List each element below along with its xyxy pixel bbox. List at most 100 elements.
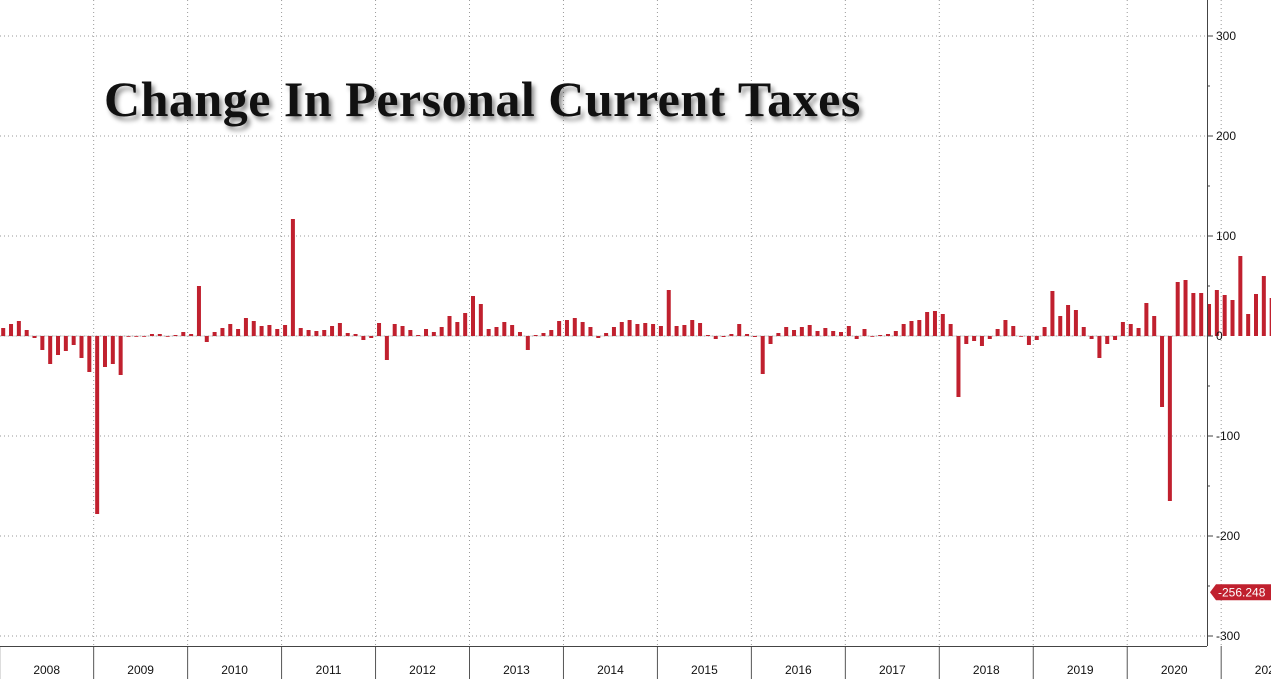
bar — [807, 325, 812, 336]
bar — [455, 322, 460, 336]
bar — [71, 336, 76, 345]
bar — [721, 336, 726, 337]
bar — [713, 336, 718, 339]
x-tick-label: 2013 — [503, 663, 530, 677]
x-tick-label: 2015 — [691, 663, 718, 677]
bar — [604, 333, 609, 336]
bar — [9, 324, 14, 336]
bar — [893, 331, 898, 336]
bar — [1105, 336, 1110, 344]
last-value-label: -256.248 — [1218, 586, 1266, 600]
bar — [1066, 305, 1071, 336]
bar — [549, 330, 554, 336]
bar — [306, 330, 311, 336]
bar — [572, 318, 577, 336]
bar — [392, 324, 397, 336]
bar — [1160, 336, 1165, 407]
x-tick-label: 2011 — [316, 663, 342, 677]
bar — [275, 329, 280, 336]
bar — [134, 336, 139, 337]
bar — [40, 336, 45, 350]
bar — [1003, 320, 1008, 336]
bar — [502, 322, 507, 336]
bar — [729, 334, 734, 336]
bar — [1058, 316, 1063, 336]
bar — [330, 326, 335, 336]
x-tick-label: 2021 — [1255, 663, 1271, 677]
bar — [839, 332, 844, 336]
bar — [674, 326, 679, 336]
bar — [157, 334, 162, 336]
bar — [792, 330, 797, 336]
bar — [862, 329, 867, 336]
bar — [471, 296, 475, 336]
bar — [251, 321, 256, 336]
bar — [243, 318, 248, 336]
bar — [48, 336, 53, 364]
bar — [173, 335, 178, 336]
bar — [228, 324, 233, 336]
bar — [1191, 293, 1196, 336]
bar — [643, 323, 648, 336]
bar — [1183, 280, 1188, 336]
bar — [885, 334, 890, 336]
bar — [1175, 282, 1180, 336]
bar — [940, 314, 945, 336]
bar — [267, 325, 272, 336]
x-tick-label: 2017 — [879, 663, 906, 677]
y-tick-label: 100 — [1216, 229, 1236, 243]
bar — [32, 336, 37, 338]
bar — [917, 320, 922, 336]
bar — [979, 336, 984, 346]
bar — [948, 324, 953, 336]
bar — [690, 320, 695, 336]
bar — [110, 336, 115, 364]
bar — [760, 336, 765, 374]
bar — [1167, 336, 1172, 501]
bar — [87, 336, 92, 372]
bar — [63, 336, 68, 351]
bar — [1136, 328, 1141, 336]
bar — [932, 311, 937, 336]
bar — [95, 336, 100, 514]
bar — [972, 336, 977, 341]
bar — [1042, 327, 1047, 336]
bar — [1246, 314, 1251, 336]
bar — [541, 333, 546, 336]
x-tick-label: 2014 — [597, 663, 624, 677]
bar — [361, 336, 366, 340]
bar — [118, 336, 123, 375]
bar — [314, 331, 319, 336]
bar — [337, 323, 342, 336]
bar — [1026, 336, 1031, 345]
bars-layer — [1, 219, 1271, 514]
x-tick-label: 2019 — [1067, 663, 1094, 677]
bar — [259, 326, 264, 336]
bar — [533, 335, 538, 336]
x-tick-label: 2009 — [127, 663, 154, 677]
bar — [964, 336, 969, 344]
bar — [165, 336, 170, 337]
bar — [1081, 327, 1086, 336]
bar — [478, 304, 483, 336]
bar — [1097, 336, 1102, 358]
bar — [424, 329, 429, 336]
bar — [768, 336, 773, 344]
bar — [784, 327, 789, 336]
bar — [1113, 336, 1118, 340]
bar — [1073, 310, 1078, 336]
bar — [126, 336, 131, 337]
last-value-flag — [1210, 584, 1271, 601]
bar — [384, 336, 389, 360]
bar — [494, 327, 499, 336]
bar — [737, 324, 742, 336]
x-tick-label: 2008 — [33, 663, 60, 677]
y-tick-label: -300 — [1216, 629, 1240, 643]
bar — [56, 336, 61, 355]
bar — [1128, 324, 1133, 336]
bar — [564, 320, 569, 336]
x-tick-label: 2010 — [221, 663, 248, 677]
bar — [400, 326, 405, 336]
